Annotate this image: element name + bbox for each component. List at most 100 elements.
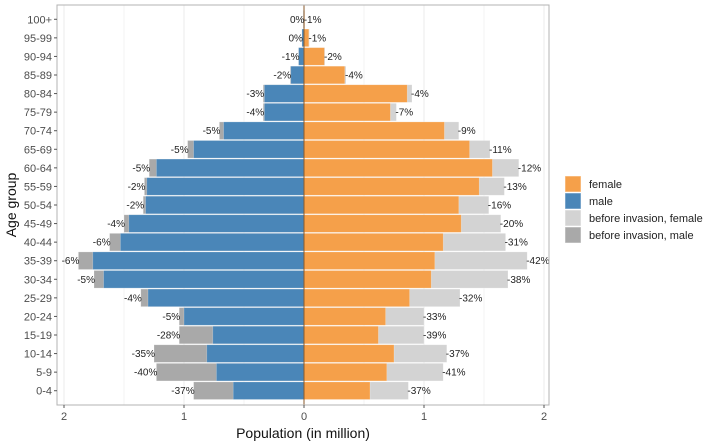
y-tick-label: 55-59: [24, 181, 52, 193]
bar-female-40-44: [303, 233, 444, 252]
bar-male-0-4: [232, 381, 305, 400]
y-tick-label: 80-84: [24, 89, 52, 101]
female-change-label: -20%: [500, 219, 523, 230]
x-tick-label: 2: [61, 411, 67, 423]
female-change-label: -38%: [507, 275, 530, 286]
bar-female-85-89: [303, 65, 346, 85]
male-change-label: -5%: [77, 275, 95, 286]
y-axis-title: Age group: [3, 172, 19, 237]
y-tick-label: 10-14: [24, 349, 52, 361]
male-change-label: -2%: [273, 71, 291, 82]
male-change-label: -6%: [62, 256, 80, 267]
female-change-label: -4%: [345, 71, 363, 82]
male-change-label: -2%: [126, 201, 144, 212]
y-tick-label: 5-9: [36, 367, 52, 379]
male-change-label: -5%: [162, 312, 180, 323]
y-tick-label: 40-44: [24, 237, 52, 249]
bar-male-85-89: [290, 65, 305, 85]
bar-female-60-64: [303, 158, 493, 177]
bar-female-90-94: [303, 47, 325, 66]
y-tick-label: 70-74: [24, 126, 52, 138]
bar-male-35-39: [92, 251, 305, 270]
bar-female-10-14: [303, 344, 395, 363]
y-tick-label: 45-49: [24, 219, 52, 231]
bar-male-70-74: [223, 121, 305, 140]
male-change-label: -4%: [107, 219, 125, 230]
bar-female-30-34: [303, 270, 432, 289]
female-change-label: -1%: [304, 15, 322, 26]
female-change-label: -42%: [526, 256, 549, 267]
bar-male-55-59: [146, 177, 305, 196]
x-axis-title: Population (in million): [236, 425, 370, 441]
bar-female-25-29: [303, 288, 410, 307]
bar-male-75-79: [264, 103, 305, 122]
x-tick-label: 0: [301, 411, 307, 423]
y-tick-label: 65-69: [24, 144, 52, 156]
female-change-label: -4%: [411, 89, 429, 100]
y-tick-label: 30-34: [24, 274, 52, 286]
x-tick-label: 2: [541, 411, 547, 423]
female-change-label: -9%: [458, 126, 476, 137]
female-change-label: -32%: [459, 293, 482, 304]
bar-male-65-69: [193, 140, 305, 159]
female-change-label: -41%: [442, 368, 465, 379]
y-tick-label: 100+: [27, 14, 52, 26]
y-tick-label: 85-89: [24, 70, 52, 82]
male-change-label: -4%: [246, 108, 264, 119]
bar-male-40-44: [120, 233, 305, 252]
legend-key-before-invasion-female: [564, 209, 582, 227]
male-change-label: -35%: [132, 349, 155, 360]
female-change-label: -37%: [446, 349, 469, 360]
female-change-label: -11%: [489, 145, 512, 156]
female-change-label: -16%: [488, 201, 511, 212]
bar-female-55-59: [303, 177, 480, 196]
y-tick-label: 0-4: [36, 386, 52, 398]
female-change-label: -13%: [503, 182, 526, 193]
y-tick-label: 90-94: [24, 51, 52, 63]
male-change-label: -3%: [246, 89, 264, 100]
bar-female-50-54: [303, 195, 460, 215]
male-change-label: -37%: [171, 386, 194, 397]
bar-female-80-84: [303, 84, 408, 103]
male-change-label: -40%: [134, 368, 157, 379]
male-change-label: -2%: [128, 182, 146, 193]
male-change-label: -1%: [282, 52, 300, 63]
female-change-label: -12%: [518, 163, 541, 174]
legend-key-before-invasion-male: [564, 226, 582, 244]
y-tick-label: 95-99: [24, 33, 52, 45]
bar-female-20-24: [303, 307, 386, 326]
legend-key-male: [564, 192, 582, 210]
female-change-label: -7%: [395, 108, 413, 119]
legend-label: before invasion, female: [589, 213, 703, 225]
bar-male-15-19: [212, 325, 305, 345]
bar-male-50-54: [145, 195, 305, 215]
bar-male-30-34: [103, 270, 305, 289]
bar-male-45-49: [128, 214, 305, 233]
bar-male-25-29: [147, 288, 305, 307]
y-tick-label: 50-54: [24, 200, 52, 212]
bar-female-65-69: [303, 140, 470, 159]
bar-male-20-24: [183, 307, 305, 326]
bar-male-80-84: [264, 84, 305, 103]
x-tick-label: 1: [421, 411, 427, 423]
male-change-label: -5%: [132, 163, 150, 174]
bar-male-60-64: [156, 158, 305, 177]
female-change-label: -33%: [423, 312, 446, 323]
male-change-label: -4%: [124, 293, 142, 304]
y-tick-label: 75-79: [24, 107, 52, 119]
x-tick-label: 1: [181, 411, 187, 423]
bar-female-45-49: [303, 214, 462, 233]
female-change-label: -39%: [423, 331, 446, 342]
legend-label: male: [589, 196, 613, 208]
legend-key-female: [564, 175, 582, 193]
bar-female-15-19: [303, 325, 379, 345]
bar-female-35-39: [303, 251, 436, 270]
bar-male-10-14: [206, 344, 305, 363]
bar-female-5-9: [303, 363, 388, 382]
male-change-label: -28%: [157, 331, 180, 342]
male-change-label: -5%: [171, 145, 189, 156]
female-change-label: -31%: [505, 238, 528, 249]
male-change-label: 0%: [289, 33, 304, 44]
female-change-label: -2%: [324, 52, 342, 63]
